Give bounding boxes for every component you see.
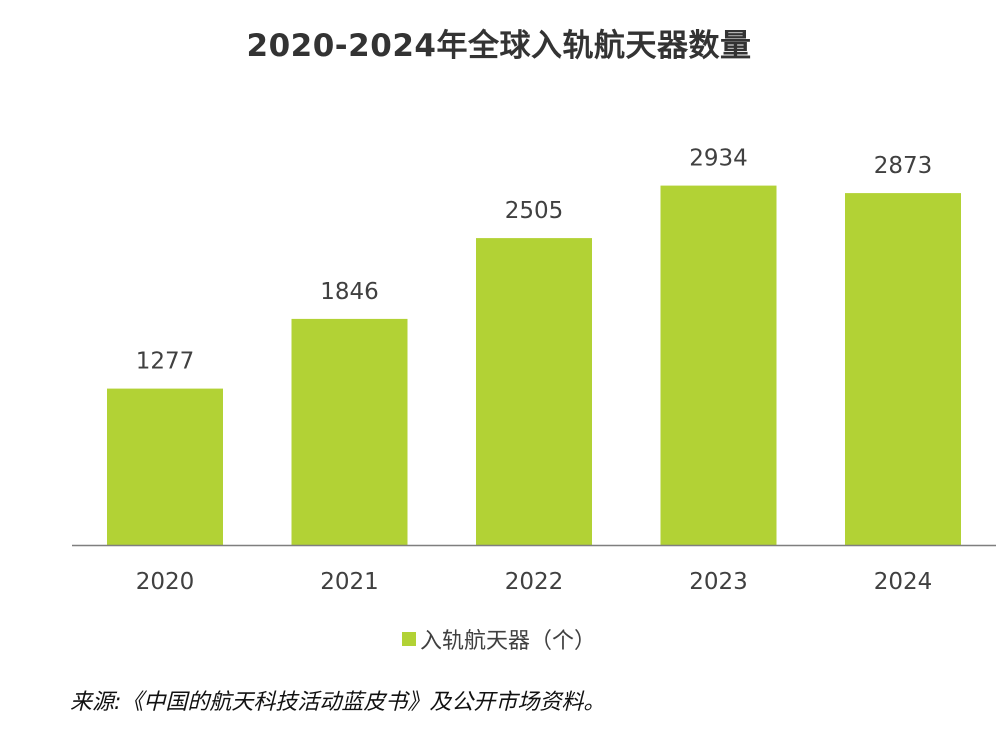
x-tick-label-2023: 2023 (689, 569, 748, 595)
bar-2022 (476, 238, 592, 545)
legend-swatch (401, 632, 416, 646)
legend: 入轨航天器（个） (0, 623, 998, 655)
x-tick-label-2021: 2021 (320, 569, 379, 595)
data-label-2024: 2873 (874, 153, 933, 179)
x-tick-label-2024: 2024 (874, 569, 933, 595)
bar-2021 (291, 318, 408, 545)
data-label-2020: 1277 (136, 349, 195, 375)
x-tick-label-2020: 2020 (136, 569, 195, 595)
legend-label: 入轨航天器（个） (419, 629, 596, 654)
data-label-2022: 2505 (505, 198, 564, 224)
bar-2023 (660, 185, 777, 545)
chart-title: 2020-2024年全球入轨航天器数量 (246, 28, 752, 64)
data-label-2021: 1846 (320, 279, 379, 305)
bar-2024 (845, 193, 961, 545)
bar-2020 (107, 388, 223, 545)
data-label-2023: 2934 (689, 146, 748, 172)
x-tick-label-2022: 2022 (505, 569, 564, 595)
source-note: 来源:《中国的航天科技活动蓝皮书》及公开市场资料。 (70, 690, 606, 715)
